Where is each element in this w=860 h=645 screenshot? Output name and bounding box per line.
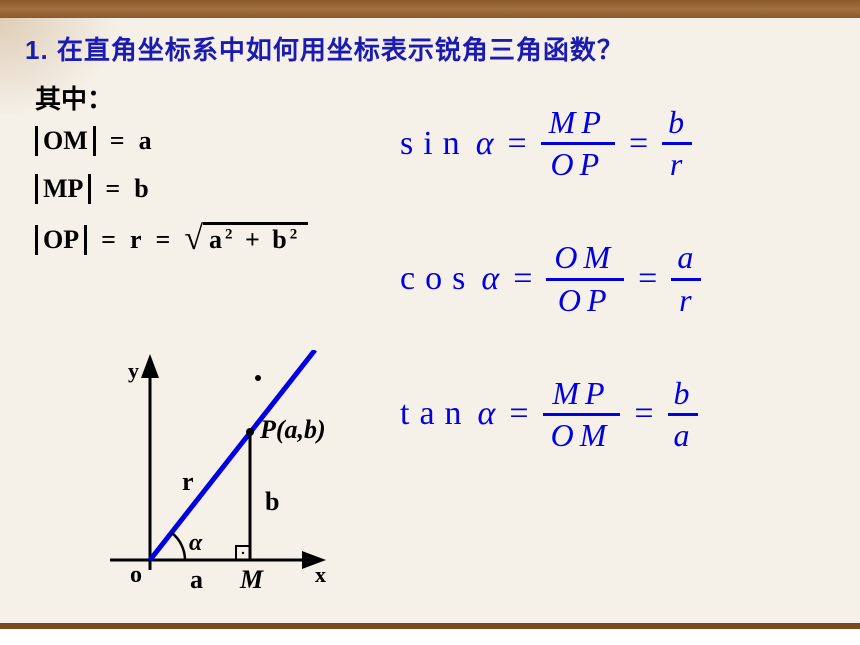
label-p: P(a,b) bbox=[259, 415, 326, 444]
denominator: r bbox=[664, 147, 690, 182]
equals-sign: = bbox=[508, 125, 527, 163]
fn-tan: tan bbox=[400, 395, 472, 433]
abs-mp: MP bbox=[35, 174, 91, 204]
fraction-bar bbox=[543, 413, 621, 416]
numerator: b bbox=[668, 376, 698, 411]
alpha-symbol: α bbox=[478, 395, 496, 433]
denominator: a bbox=[668, 418, 698, 453]
fraction-bar bbox=[668, 413, 698, 416]
abs-om: OM bbox=[35, 126, 96, 156]
denominator: OP bbox=[550, 283, 621, 318]
sqrt-expression: √ a2 + b2 bbox=[184, 222, 308, 257]
label-alpha: α bbox=[189, 530, 203, 556]
equals-sign: = bbox=[105, 174, 120, 204]
sqrt-icon: √ bbox=[184, 224, 203, 254]
numerator: MP bbox=[544, 376, 618, 411]
formula-tan: tan α = MP OM = b a bbox=[400, 376, 830, 453]
denominator: OP bbox=[543, 147, 614, 182]
frac-b-r: b r bbox=[662, 105, 692, 182]
fraction-bar bbox=[541, 142, 615, 145]
sqrt-body: a2 + b2 bbox=[203, 222, 308, 257]
abs-op: OP bbox=[35, 225, 87, 255]
slide-title: 1. 在直角坐标系中如何用坐标表示锐角三角函数？ bbox=[25, 30, 835, 67]
fraction-bar bbox=[546, 278, 624, 281]
equals-sign: = bbox=[155, 225, 170, 255]
numerator: b bbox=[662, 105, 692, 140]
frac-mp-om: MP OM bbox=[543, 376, 621, 453]
right-angle-dot bbox=[242, 552, 244, 554]
coordinate-diagram: y x o r a b M α P(a,b) bbox=[90, 350, 390, 610]
top-border bbox=[0, 0, 860, 18]
equals-sign: = bbox=[110, 126, 125, 156]
terminal-side bbox=[150, 350, 315, 560]
numerator: OM bbox=[546, 240, 624, 275]
fn-sin: sin bbox=[400, 125, 470, 163]
val-r: r bbox=[130, 225, 142, 255]
formula-cos: cos α = OM OP = a r bbox=[400, 240, 830, 317]
label-b: b bbox=[265, 487, 279, 516]
label-r: r bbox=[182, 467, 194, 496]
fn-cos: cos bbox=[400, 260, 475, 298]
frac-b-a: b a bbox=[668, 376, 698, 453]
equals-sign: = bbox=[509, 395, 528, 433]
label-m: M bbox=[239, 565, 264, 594]
equals-sign: = bbox=[101, 225, 116, 255]
frac-a-r: a r bbox=[671, 240, 701, 317]
formula-sin: sin α = MP OP = b r bbox=[400, 105, 830, 182]
equals-sign: = bbox=[638, 260, 657, 298]
label-x: x bbox=[315, 562, 326, 587]
numerator: a bbox=[671, 240, 701, 275]
frac-om-op: OM OP bbox=[546, 240, 624, 317]
alpha-symbol: α bbox=[476, 125, 494, 163]
label-o: o bbox=[130, 562, 142, 588]
equals-sign: = bbox=[634, 395, 653, 433]
denominator: r bbox=[673, 283, 699, 318]
line-dot bbox=[255, 375, 261, 381]
slide-content: 1. 在直角坐标系中如何用坐标表示锐角三角函数？ 其中： OM = a MP =… bbox=[0, 20, 860, 623]
formulas-column: sin α = MP OP = b r cos α = OM OP bbox=[400, 105, 830, 511]
alpha-symbol: α bbox=[481, 260, 499, 298]
equals-sign: = bbox=[629, 125, 648, 163]
label-y: y bbox=[128, 358, 139, 383]
angle-arc bbox=[172, 533, 185, 560]
fraction-bar bbox=[662, 142, 692, 145]
fraction-bar bbox=[671, 278, 701, 281]
val-b: b bbox=[134, 174, 148, 204]
bottom-border bbox=[0, 623, 860, 645]
frac-mp-op: MP OP bbox=[541, 105, 615, 182]
val-a: a bbox=[139, 126, 152, 156]
denominator: OM bbox=[543, 418, 621, 453]
equals-sign: = bbox=[513, 260, 532, 298]
label-a: a bbox=[190, 565, 203, 594]
numerator: MP bbox=[541, 105, 615, 140]
